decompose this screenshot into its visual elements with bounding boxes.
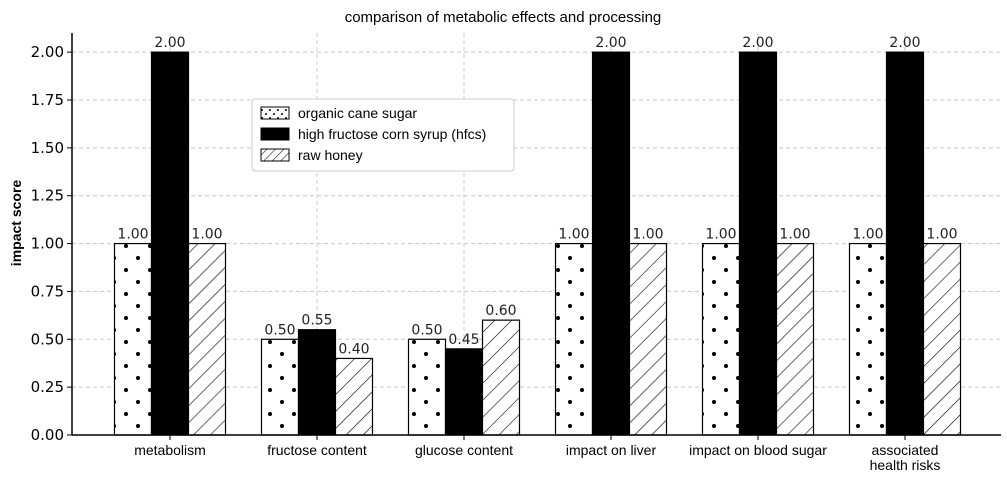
x-tick-label: health risks	[870, 457, 941, 473]
bar	[260, 338, 300, 436]
bar	[848, 242, 888, 436]
bar	[297, 329, 337, 436]
data-label: 0.50	[411, 322, 442, 338]
y-tick-label: 2.00	[31, 43, 64, 61]
bar	[922, 242, 962, 436]
legend-item-label: organic cane sugar	[298, 105, 417, 121]
x-tick-label: impact on liver	[566, 442, 657, 458]
bar	[775, 242, 815, 436]
x-tick-label: associated	[872, 442, 939, 458]
data-label: 1.00	[191, 227, 222, 243]
bars-group: 1.00 0.50 0.50 1.00 1.00 1.00 2.00 0.55 0.45 2.00…	[113, 35, 962, 436]
x-tick-label: impact on blood sugar	[689, 442, 827, 458]
data-label: 1.00	[926, 227, 957, 243]
bar	[591, 51, 631, 436]
data-label: 1.00	[632, 227, 663, 243]
bar	[885, 51, 925, 436]
bar	[701, 242, 741, 436]
x-tick-label: fructose content	[267, 442, 367, 458]
legend-swatch	[260, 148, 290, 162]
bar	[481, 319, 521, 436]
data-label: 1.00	[558, 227, 589, 243]
legend-item-label: raw honey	[298, 147, 363, 163]
legend-swatch	[260, 127, 290, 141]
y-tick-label: 1.25	[31, 187, 64, 205]
x-tick-label: metabolism	[134, 442, 206, 458]
y-tick-label: 0.75	[31, 282, 64, 300]
data-label: 2.00	[742, 35, 773, 51]
legend-item-label: high fructose corn syrup (hfcs)	[298, 126, 486, 142]
y-tick-label: 1.50	[31, 139, 64, 157]
data-label: 1.00	[779, 227, 810, 243]
chart-title: comparison of metabolic effects and proc…	[345, 9, 662, 26]
bar	[628, 242, 668, 436]
y-tick-label: 0.00	[31, 426, 64, 444]
y-axis-label: impact score	[8, 180, 24, 267]
data-label: 0.45	[448, 332, 479, 348]
data-label: 1.00	[705, 227, 736, 243]
data-label: 1.00	[117, 227, 148, 243]
data-label: 0.50	[264, 322, 295, 338]
data-label: 0.55	[301, 313, 332, 329]
y-tick-label: 0.25	[31, 378, 64, 396]
y-tick-label: 0.50	[31, 330, 64, 348]
legend-swatch	[260, 106, 290, 120]
x-tick-label: glucose content	[415, 442, 513, 458]
data-label: 1.00	[852, 227, 883, 243]
bar	[407, 338, 447, 436]
bar	[113, 242, 153, 436]
bar	[444, 348, 484, 436]
y-tick-label: 1.75	[31, 91, 64, 109]
data-label: 2.00	[154, 35, 185, 51]
legend: organic cane sugar high fructose corn syr…	[251, 98, 515, 172]
bar	[150, 51, 190, 436]
bar	[738, 51, 778, 436]
data-label: 0.60	[485, 303, 516, 319]
data-label: 0.40	[338, 341, 369, 357]
data-label: 2.00	[595, 35, 626, 51]
y-tick-label: 1.00	[31, 235, 64, 253]
bar	[334, 357, 374, 436]
axes: 0.00 0.25 0.50 0.75 1.00 1.25 1.50 1.75 2.00 meta…	[31, 33, 1001, 473]
data-label: 2.00	[889, 35, 920, 51]
bar	[187, 242, 227, 436]
legend-box	[251, 98, 515, 172]
bar	[554, 242, 594, 436]
